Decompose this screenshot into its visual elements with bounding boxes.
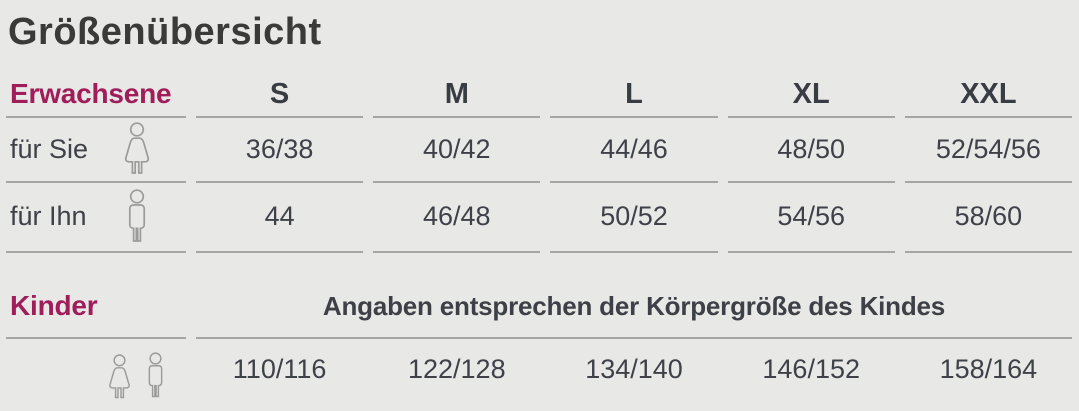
size-table: Erwachsene S M L XL XXL für Sie 36/38 40…: [6, 73, 1072, 401]
size-value: 146/152: [762, 354, 860, 385]
size-value: 122/128: [407, 354, 506, 385]
children-note: Angaben entsprechen der Körpergröße des …: [196, 253, 1072, 339]
size-header-xl: XL: [727, 73, 895, 118]
row-label-fuer-ihn: für Ihn: [6, 183, 186, 253]
size-value: 52/54/56: [904, 118, 1072, 183]
size-header-s: S: [196, 73, 364, 118]
size-value: 44/46: [550, 118, 718, 183]
size-value: 54/56: [727, 183, 895, 253]
size-header-m: M: [373, 73, 541, 118]
size-value: 36/38: [196, 118, 364, 183]
children-icons: [6, 339, 186, 401]
size-header-l: L: [550, 73, 718, 118]
size-value: 44: [196, 183, 364, 253]
size-value: 134/140: [585, 354, 683, 385]
size-value: 46/48: [373, 183, 541, 253]
adults-section-label: Erwachsene: [6, 73, 186, 118]
size-value: 158/164: [939, 354, 1038, 385]
children-section-label: Kinder: [6, 253, 186, 339]
size-value: 48/50: [727, 118, 895, 183]
row-label-fuer-sie: für Sie: [6, 118, 186, 183]
page-title: Größenübersicht: [8, 11, 322, 53]
girl-icon: [105, 353, 134, 401]
size-value: 58/60: [904, 183, 1072, 253]
size-value: 110/116: [232, 354, 327, 385]
size-value: 50/52: [550, 183, 718, 253]
row-label-text: für Sie: [10, 133, 89, 164]
size-header-xxl: XXL: [904, 73, 1072, 118]
male-icon: [120, 188, 154, 246]
female-icon: [120, 121, 154, 177]
row-label-text: für Ihn: [10, 201, 87, 232]
size-value: 40/42: [373, 118, 541, 183]
boy-icon: [141, 351, 170, 401]
